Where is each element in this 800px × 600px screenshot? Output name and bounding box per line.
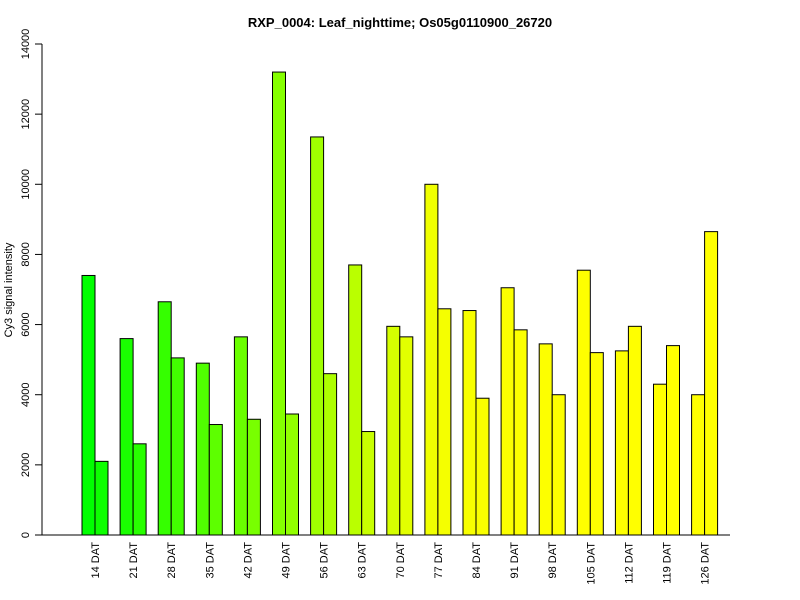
bar-70-dat-2: [399, 336, 414, 536]
bar-126-dat-1: [691, 394, 706, 536]
y-tick-label: 8000: [20, 242, 32, 266]
bar-14-dat-1: [81, 274, 96, 536]
x-tick-label: 119 DAT: [662, 542, 674, 584]
y-tick-label: 12000: [20, 99, 32, 130]
bar-98-dat-2: [551, 394, 566, 536]
x-tick-label: 35 DAT: [204, 542, 216, 579]
bar-84-dat-1: [462, 310, 477, 536]
bar-21-dat-1: [119, 338, 134, 536]
bar-35-dat-1: [195, 362, 210, 536]
bar-42-dat-1: [233, 336, 248, 536]
bar-105-dat-2: [589, 352, 604, 536]
x-tick-label: 91 DAT: [509, 542, 521, 579]
x-tick-label: 21 DAT: [128, 542, 140, 579]
bar-63-dat-2: [361, 431, 376, 536]
bar-49-dat-1: [272, 71, 286, 536]
x-tick-label: 77 DAT: [433, 542, 445, 579]
bar-91-dat-2: [513, 329, 528, 536]
bar-112-dat-2: [627, 325, 642, 536]
bar-105-dat-1: [576, 269, 591, 536]
bar-28-dat-2: [170, 357, 185, 536]
bar-126-dat-2: [704, 231, 719, 536]
x-tick-label: 112 DAT: [623, 542, 635, 584]
x-tick-label: 98 DAT: [547, 542, 559, 579]
bar-35-dat-2: [208, 424, 223, 536]
bar-21-dat-2: [132, 443, 147, 536]
x-tick-label: 105 DAT: [585, 542, 597, 585]
x-tick-label: 63 DAT: [357, 542, 369, 579]
x-tick-label: 84 DAT: [471, 542, 483, 579]
y-tick-label: 6000: [20, 312, 32, 336]
bar-112-dat-1: [614, 350, 629, 536]
bar-119-dat-2: [666, 345, 680, 536]
bar-98-dat-1: [538, 343, 553, 536]
x-tick-label: 126 DAT: [700, 542, 712, 585]
x-tick-label: 56 DAT: [319, 542, 331, 579]
bar-14-dat-2: [94, 460, 109, 536]
y-tick-label: 0: [20, 532, 32, 538]
bar-84-dat-2: [475, 397, 490, 536]
bar-77-dat-2: [437, 308, 452, 536]
y-axis-label: Cy3 signal intensity: [3, 242, 15, 337]
y-tick-label: 14000: [20, 29, 32, 60]
y-axis-ticks: 0 2000 4000 6000 8000 10000 12000 14000: [20, 29, 42, 538]
chart-title: RXP_0004: Leaf_nighttime; Os05g0110900_2…: [248, 15, 552, 30]
bar-63-dat-1: [348, 264, 363, 536]
bar-70-dat-1: [386, 325, 401, 536]
y-tick-label: 10000: [20, 169, 32, 200]
x-tick-label: 14 DAT: [90, 542, 102, 579]
x-tick-label: 42 DAT: [242, 542, 254, 579]
x-tick-label: 70 DAT: [395, 542, 407, 579]
bar-119-dat-1: [653, 383, 667, 536]
x-tick-label: 28 DAT: [166, 542, 178, 579]
y-tick-label: 2000: [20, 453, 32, 477]
bar-77-dat-1: [424, 183, 439, 536]
bar-42-dat-2: [246, 418, 261, 536]
bar-49-dat-2: [285, 413, 299, 536]
bar-91-dat-1: [500, 287, 515, 536]
bar-56-dat-2: [323, 373, 338, 536]
x-axis-tick-labels: 14 DAT 21 DAT 28 DAT 35 DAT 42 DAT 49 DAT 56 D…: [90, 542, 712, 585]
bar-56-dat-1: [310, 136, 325, 536]
bar-28-dat-1: [157, 301, 172, 536]
x-tick-label: 49 DAT: [281, 542, 293, 579]
bars-group: [81, 71, 719, 536]
y-tick-label: 4000: [20, 382, 32, 406]
